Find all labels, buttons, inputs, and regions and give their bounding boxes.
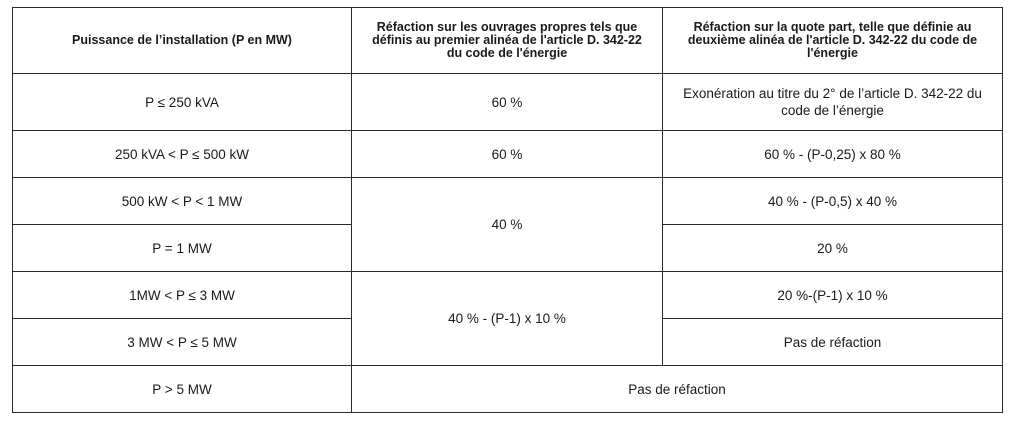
cell-puissance: 250 kVA < P ≤ 500 kW [12, 130, 352, 178]
cell-merged-refaction: Pas de réfaction [351, 365, 1003, 413]
header-ouvrages-propres: Réfaction sur les ouvrages propres tels … [351, 7, 663, 74]
table-header-row: Puissance de l’installation (P en MW) Ré… [12, 7, 1003, 74]
cell-puissance: P = 1 MW [12, 224, 352, 272]
cell-puissance: P ≤ 250 kVA [12, 73, 352, 131]
cell-quote-part: Exonération au titre du 2° de l’article … [662, 73, 1003, 131]
header-quote-part: Réfaction sur la quote part, telle que d… [662, 7, 1003, 74]
refaction-table: Puissance de l’installation (P en MW) Ré… [12, 7, 1003, 413]
table-row: 3 MW < P ≤ 5 MW Pas de réfaction [12, 318, 1003, 366]
table-row: P > 5 MW Pas de réfaction [12, 365, 1003, 413]
cell-puissance: 1MW < P ≤ 3 MW [12, 271, 352, 319]
cell-quote-part: 60 % - (P-0,25) x 80 % [662, 130, 1003, 178]
table-row: 500 kW < P < 1 MW 40 % 40 % - (P-0,5) x … [12, 177, 1003, 272]
cell-ouvrages-propres: 60 % [351, 73, 663, 131]
cell-ouvrages-propres: 40 % [351, 177, 663, 272]
cell-quote-part: Pas de réfaction [662, 318, 1003, 366]
table-row: 250 kVA < P ≤ 500 kW 60 % 60 % - (P-0,25… [12, 130, 1003, 178]
table-row: P ≤ 250 kVA 60 % Exonération au titre du… [12, 73, 1003, 131]
cell-puissance: 500 kW < P < 1 MW [12, 177, 352, 225]
cell-puissance: P > 5 MW [12, 365, 352, 413]
cell-ouvrages-propres: 60 % [351, 130, 663, 178]
table-row: 1MW < P ≤ 3 MW 40 % - (P-1) x 10 % 20 %-… [12, 271, 1003, 366]
cell-puissance: 3 MW < P ≤ 5 MW [12, 318, 352, 366]
cell-ouvrages-propres: 40 % - (P-1) x 10 % [351, 271, 663, 366]
header-puissance: Puissance de l’installation (P en MW) [12, 7, 352, 74]
table-row: P = 1 MW 20 % [12, 224, 1003, 272]
cell-quote-part: 40 % - (P-0,5) x 40 % [662, 177, 1003, 225]
cell-quote-part: 20 % [662, 224, 1003, 272]
cell-quote-part: 20 %-(P-1) x 10 % [662, 271, 1003, 319]
